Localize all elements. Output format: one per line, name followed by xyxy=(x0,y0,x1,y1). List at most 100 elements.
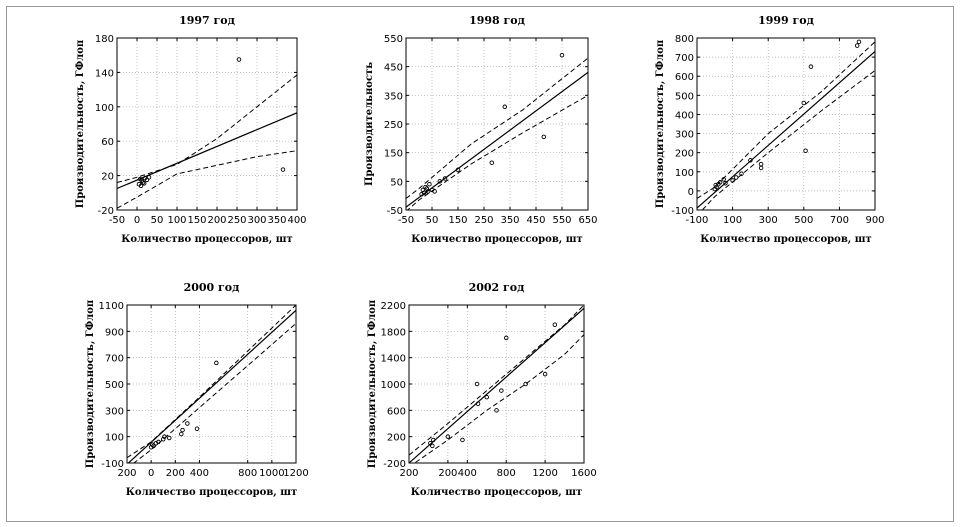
data-point xyxy=(280,167,286,172)
data-point xyxy=(431,437,436,443)
y-tick-label: 140 xyxy=(95,68,114,79)
data-point xyxy=(427,181,432,187)
x-tick-label: 200 xyxy=(166,468,185,479)
data-point xyxy=(803,148,808,154)
data-point xyxy=(162,434,167,439)
data-point xyxy=(717,180,723,185)
y-tick-label: 350 xyxy=(384,91,403,102)
y-tick-label: 1800 xyxy=(381,327,406,338)
data-point xyxy=(808,64,814,69)
data-point xyxy=(156,439,161,445)
y-tick-label: -100 xyxy=(671,206,694,217)
y-tick-label: 700 xyxy=(675,53,694,64)
y-tick-label: -100 xyxy=(101,459,124,470)
series-group xyxy=(127,305,296,463)
data-point xyxy=(721,177,726,182)
lower-confidence-line xyxy=(117,150,297,209)
x-tick-label: 400 xyxy=(190,468,209,479)
y-axis-label: Производительность, ГФлоп xyxy=(655,40,666,208)
x-tick-label: 150 xyxy=(448,215,467,226)
data-point xyxy=(758,165,764,171)
x-tick-label: -100 xyxy=(686,215,709,226)
y-axis-label: Производительность, ГФлоп xyxy=(85,300,96,468)
x-tick-label: 100 xyxy=(167,215,186,226)
x-tick-label: 300 xyxy=(247,215,266,226)
series-group xyxy=(409,305,584,463)
x-tick-label: 1200 xyxy=(532,468,557,479)
y-tick-label: 1100 xyxy=(99,301,124,312)
data-point xyxy=(801,100,807,106)
y-tick-label: 60 xyxy=(101,137,114,148)
chart-title: 2002 год xyxy=(469,281,525,294)
x-tick-label: 500 xyxy=(794,215,813,226)
plot-area xyxy=(696,37,876,211)
data-point xyxy=(430,443,435,449)
data-point xyxy=(442,176,448,181)
x-axis-label: Количество процессоров, шт xyxy=(700,234,871,245)
data-point xyxy=(151,443,156,449)
data-point xyxy=(194,426,200,432)
data-point xyxy=(494,408,499,413)
chart-panel: 200 200 400 800 1200 1600-2002006001000140018… xyxy=(367,281,597,498)
data-point xyxy=(179,431,184,437)
chart-title: 1998 год xyxy=(469,14,525,27)
data-point xyxy=(542,371,548,377)
series-group xyxy=(406,52,588,210)
chart-title: 2000 год xyxy=(184,281,240,294)
x-tick-label: 0 xyxy=(134,215,140,226)
y-tick-label: 700 xyxy=(105,354,124,365)
data-point xyxy=(180,427,185,433)
data-point xyxy=(437,179,443,184)
y-tick-label: -20 xyxy=(98,206,114,217)
x-tick-label: 100 xyxy=(723,215,742,226)
x-tick-label: 250 xyxy=(227,215,246,226)
x-tick-label: 200 xyxy=(438,468,457,479)
lower-confidence-line xyxy=(413,334,584,463)
data-point xyxy=(758,161,764,167)
x-tick-label: 800 xyxy=(497,468,516,479)
y-axis-label: Производительность, ГФлоп xyxy=(75,40,86,208)
x-axis-label: Количество процессоров, шт xyxy=(126,487,297,498)
x-tick-label: 200 xyxy=(207,215,226,226)
y-tick-label: 50 xyxy=(390,177,403,188)
chart-panel: -100 100 300 500 700 900 -100 0 100 200 300 400 500 6… xyxy=(655,14,885,245)
lower-confidence-line xyxy=(406,94,588,210)
data-point xyxy=(552,322,558,328)
upper-confidence-line xyxy=(127,305,296,459)
data-point xyxy=(214,360,219,366)
x-axis-label: Количество процессоров, шт xyxy=(411,234,582,245)
x-tick-label: 1200 xyxy=(283,468,308,479)
y-tick-label: 100 xyxy=(95,103,114,114)
data-point xyxy=(146,175,152,180)
data-point xyxy=(541,134,547,140)
y-tick-label: 20 xyxy=(101,172,114,183)
upper-confidence-line xyxy=(409,305,584,456)
data-point xyxy=(474,381,480,387)
y-tick-label: 100 xyxy=(675,168,694,179)
y-tick-label: 0 xyxy=(688,187,694,198)
y-tick-label: 900 xyxy=(105,327,124,338)
data-point xyxy=(236,57,242,62)
chart-title: 1997 год xyxy=(179,14,235,27)
data-point xyxy=(460,437,465,443)
x-tick-label: 50 xyxy=(426,215,439,226)
data-point xyxy=(166,435,172,441)
data-point xyxy=(730,178,735,183)
regression-line xyxy=(127,309,296,463)
x-tick-label: 0 xyxy=(148,468,154,479)
y-tick-label: 450 xyxy=(384,63,403,74)
chart-panel: -50 50 150 250 350 450 550 650 -50 50 150 250 350 450… xyxy=(364,14,598,245)
data-point xyxy=(523,381,528,387)
x-tick-label: 400 xyxy=(287,215,306,226)
data-point xyxy=(723,180,728,186)
x-tick-label: 300 xyxy=(759,215,778,226)
y-tick-label: 200 xyxy=(675,149,694,160)
figure-frame xyxy=(6,6,954,522)
data-point xyxy=(854,43,860,48)
x-tick-label: 1000 xyxy=(259,468,284,479)
y-tick-label: 200 xyxy=(387,433,406,444)
data-point xyxy=(475,401,481,407)
data-point xyxy=(141,181,147,186)
x-tick-label: -50 xyxy=(109,215,125,226)
